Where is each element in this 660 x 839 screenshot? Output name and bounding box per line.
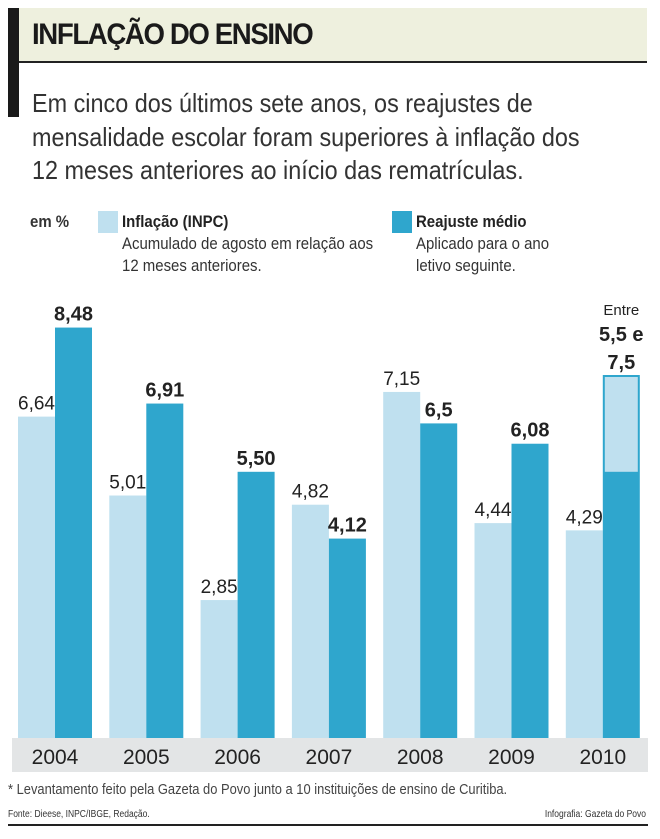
page-title: INFLAÇÃO DO ENSINO [32,18,314,51]
data-label-adjustment-2004: 8,48 [54,304,93,326]
bar-adjustment-2007 [328,538,366,738]
legend-inflation: Inflação (INPC) Acumulado de agosto em r… [122,211,386,277]
bar-adjustment-2008 [420,423,458,738]
footnote: * Levantamento feito pela Gazeta do Povo… [8,781,508,798]
x-tick-label: 2010 [579,746,626,769]
data-label-adjustment-2009: 6,08 [511,420,550,442]
bar-adjustment-2009 [511,443,549,738]
x-tick-label: 2007 [306,746,353,769]
subtitle: Em cinco dos últimos sete anos, os reaju… [32,88,580,185]
data-label-inflation-2005: 5,01 [109,473,146,494]
data-label-adjustment-2010: 7,5 [607,352,635,374]
bar-inflation-2004 [18,416,55,738]
bar-inflation-2005 [109,495,147,738]
bar-inflation-2008 [383,391,421,738]
bar-adjustment-2005 [146,403,184,738]
data-label-inflation-2010: 4,29 [566,507,603,528]
range-prefix-label: Entre [603,302,639,319]
data-label-inflation-2006: 2,85 [201,577,238,598]
x-tick-label: 2005 [123,746,170,769]
bar-inflation-2007 [291,504,329,738]
credit: Infografia: Gazeta do Povo [544,809,646,820]
unit-label: em % [30,212,70,231]
bar-adjustment-2004 [55,327,92,738]
legend-adjustment-name: Reajuste médio [416,212,527,231]
legend-swatch-adjustment [392,211,412,233]
title-band [18,8,647,63]
data-label-adjustment-2008: 6,5 [425,399,453,421]
legend-adjustment-desc: Aplicado para o ano letivo seguinte. [416,234,550,275]
data-label-adjustment-2007: 4,12 [328,515,367,537]
x-tick-label: 2008 [397,746,444,769]
data-label-adjustment-2005: 6,91 [145,380,184,402]
bar-adjustment-2006 [237,471,275,738]
legend-inflation-desc: Acumulado de agosto em relação aos 12 me… [122,234,374,275]
bar-inflation-2010 [565,530,603,738]
accent-bar [8,8,19,117]
data-label-inflation-2009: 4,44 [475,500,512,521]
x-tick-label: 2006 [214,746,261,769]
x-tick-label: 2004 [32,746,79,769]
range-low-label: 5,5 e [599,324,643,346]
legend-adjustment: Reajuste médio Aplicado para o ano letiv… [416,211,592,277]
x-tick-label: 2009 [488,746,535,769]
data-label-inflation-2008: 7,15 [383,369,420,390]
bottom-rule [8,824,648,826]
year-strip [12,738,648,772]
bar-inflation-2009 [474,523,512,738]
bar-chart: 6,64 8,48 2004 5,01 6,91 2005 2,85 5,50 2006 4,82… [18,302,644,769]
legend-inflation-name: Inflação (INPC) [122,212,229,231]
source: Fonte: Dieese, INPC/IBGE, Redação. [8,809,150,820]
legend-swatch-inflation [98,211,118,233]
bar-adjustment-range-2010 [604,377,638,472]
data-label-inflation-2004: 6,64 [18,394,55,415]
data-label-adjustment-2006: 5,50 [237,448,276,470]
bar-inflation-2006 [200,600,238,738]
data-label-inflation-2007: 4,82 [292,482,329,503]
